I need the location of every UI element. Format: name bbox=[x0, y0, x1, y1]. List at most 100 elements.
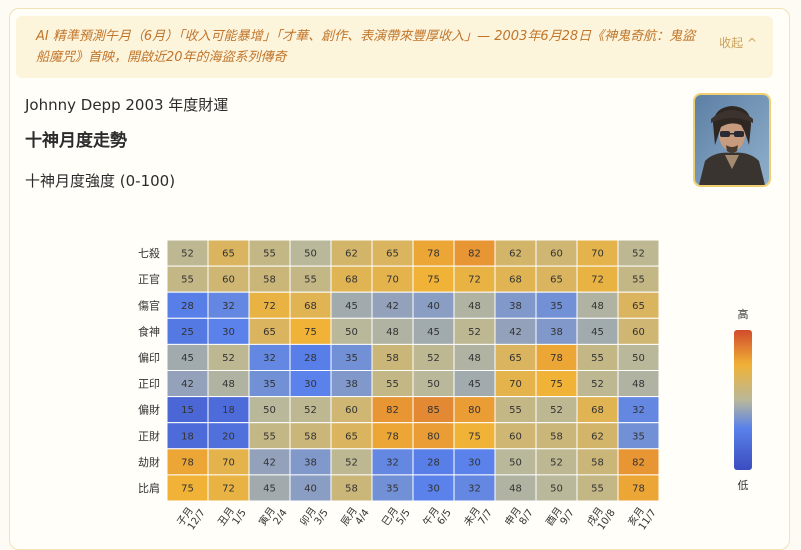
row-tick-label: 傷官 bbox=[138, 298, 160, 312]
heatmap-cell bbox=[494, 291, 537, 319]
heatmap-cell bbox=[412, 343, 455, 371]
cell-value-label: 52 bbox=[591, 379, 604, 390]
heatmap-cell bbox=[617, 474, 660, 502]
heatmap-cell bbox=[576, 370, 619, 398]
heatmap-cell bbox=[207, 343, 250, 371]
cell-value-label: 48 bbox=[468, 353, 481, 364]
cell-value-label: 32 bbox=[386, 457, 399, 468]
cell-value-label: 52 bbox=[345, 457, 358, 468]
cell-value-label: 62 bbox=[345, 249, 358, 260]
cell-value-label: 50 bbox=[632, 353, 645, 364]
heatmap-cell bbox=[453, 370, 496, 398]
cell-value-label: 42 bbox=[263, 457, 276, 468]
cell-value-label: 52 bbox=[181, 249, 194, 260]
cell-value-label: 70 bbox=[509, 379, 522, 390]
cell-value-label: 35 bbox=[263, 379, 276, 390]
cell-value-label: 30 bbox=[427, 483, 440, 494]
cell-value-label: 82 bbox=[468, 249, 481, 260]
cell-value-label: 18 bbox=[181, 431, 194, 442]
heatmap-cell bbox=[617, 396, 660, 424]
heatmap-cell bbox=[289, 291, 332, 319]
collapse-button[interactable]: 收起 ^ bbox=[719, 36, 757, 50]
heatmap-chart: 52 65 55 50 62 65 78 82 62 60 70 52 55 60 58 55 68 70 75 72… bbox=[138, 239, 752, 534]
cell-value-label: 55 bbox=[181, 275, 194, 286]
cell-value-label: 78 bbox=[550, 353, 563, 364]
heatmap-cell bbox=[166, 343, 209, 371]
cell-value-label: 58 bbox=[263, 275, 276, 286]
cell-value-label: 58 bbox=[345, 483, 358, 494]
heatmap-cell bbox=[617, 265, 660, 293]
heatmap-cell bbox=[166, 474, 209, 502]
heatmap-cell bbox=[617, 291, 660, 319]
cell-value-label: 55 bbox=[591, 483, 604, 494]
heatmap-cell bbox=[453, 343, 496, 371]
cell-value-label: 82 bbox=[386, 405, 399, 416]
heatmap-cell bbox=[166, 396, 209, 424]
heatmap-cell bbox=[576, 239, 619, 267]
cell-value-label: 52 bbox=[427, 353, 440, 364]
cell-value-label: 38 bbox=[304, 457, 317, 468]
cell-value-label: 40 bbox=[427, 301, 440, 312]
cell-value-label: 20 bbox=[222, 431, 235, 442]
cell-value-label: 80 bbox=[427, 431, 440, 442]
cell-value-label: 45 bbox=[591, 327, 604, 338]
heatmap-cell bbox=[412, 291, 455, 319]
cell-value-label: 52 bbox=[304, 405, 317, 416]
row-tick-label: 劫財 bbox=[138, 455, 160, 469]
cell-value-label: 70 bbox=[591, 249, 604, 260]
column-tick-label: 辰月4/4 bbox=[339, 501, 372, 534]
portrait-photo-icon bbox=[695, 95, 769, 185]
cell-value-label: 35 bbox=[550, 301, 563, 312]
cell-value-label: 50 bbox=[304, 249, 317, 260]
cell-value-label: 60 bbox=[509, 431, 522, 442]
cell-value-label: 45 bbox=[181, 353, 194, 364]
cell-value-label: 35 bbox=[345, 353, 358, 364]
cell-value-label: 80 bbox=[468, 405, 481, 416]
cell-value-label: 50 bbox=[427, 379, 440, 390]
column-tick-label: 戌月10/8 bbox=[584, 500, 618, 534]
heatmap-cell bbox=[248, 291, 291, 319]
prediction-banner: AI 精準預測午月（6月）「收入可能暴增」「才華、創作、表演帶來豐厚收入」— 2… bbox=[16, 16, 773, 78]
cell-value-label: 45 bbox=[468, 379, 481, 390]
cell-value-label: 65 bbox=[222, 249, 235, 260]
heatmap-cell bbox=[330, 239, 373, 267]
cell-value-label: 72 bbox=[222, 483, 235, 494]
heatmap-cell bbox=[535, 265, 578, 293]
heatmap-cell bbox=[535, 448, 578, 476]
column-tick-label: 子月12/7 bbox=[175, 501, 208, 534]
cell-value-label: 50 bbox=[550, 483, 563, 494]
heatmap-cell bbox=[412, 474, 455, 502]
row-tick-label: 七殺 bbox=[138, 246, 160, 260]
row-tick-label: 偏財 bbox=[138, 403, 160, 417]
row-tick-label: 正官 bbox=[138, 272, 160, 286]
cell-value-label: 30 bbox=[468, 457, 481, 468]
cell-value-label: 52 bbox=[468, 327, 481, 338]
cell-value-label: 48 bbox=[386, 327, 399, 338]
cell-value-label: 28 bbox=[181, 301, 194, 312]
heatmap-cell bbox=[576, 422, 619, 450]
cell-value-label: 60 bbox=[345, 405, 358, 416]
heatmap-cell bbox=[371, 474, 414, 502]
heatmap-cell bbox=[453, 239, 496, 267]
cell-value-label: 55 bbox=[263, 249, 276, 260]
cell-value-label: 85 bbox=[427, 405, 440, 416]
cell-value-label: 40 bbox=[304, 483, 317, 494]
heatmap-cell bbox=[371, 291, 414, 319]
cell-value-label: 32 bbox=[632, 405, 645, 416]
cell-value-label: 78 bbox=[181, 457, 194, 468]
heatmap-cell bbox=[617, 448, 660, 476]
cell-value-label: 70 bbox=[386, 275, 399, 286]
cell-value-label: 35 bbox=[632, 431, 645, 442]
heatmap-cell bbox=[330, 343, 373, 371]
cell-value-label: 70 bbox=[222, 457, 235, 468]
cell-value-label: 35 bbox=[386, 483, 399, 494]
cell-value-label: 58 bbox=[304, 431, 317, 442]
heatmap-cell bbox=[330, 396, 373, 424]
row-tick-label: 正財 bbox=[138, 429, 160, 443]
heatmap-cell bbox=[412, 317, 455, 345]
cell-value-label: 18 bbox=[222, 405, 235, 416]
cell-value-label: 60 bbox=[550, 249, 563, 260]
cell-value-label: 68 bbox=[345, 275, 358, 286]
heatmap-cell bbox=[248, 317, 291, 345]
cell-value-label: 78 bbox=[427, 249, 440, 260]
